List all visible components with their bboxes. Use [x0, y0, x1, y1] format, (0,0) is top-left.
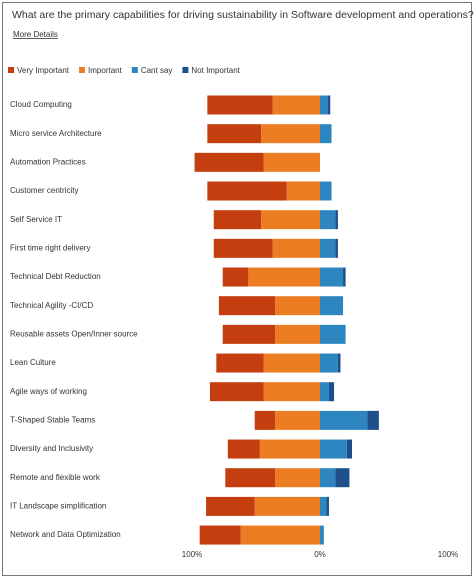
bar-segment — [218, 296, 276, 316]
category-label: IT Landscape simplification — [10, 501, 106, 510]
category-label: Technical Debt Reduction — [10, 272, 101, 281]
category-label: Network and Data Optimization — [10, 530, 121, 539]
chart-title: What are the primary capabilities for dr… — [12, 9, 474, 21]
bar-segment — [327, 95, 331, 115]
bar-segment — [213, 210, 262, 230]
bar-segment — [286, 181, 320, 201]
x-tick-label: 100% — [438, 550, 458, 559]
bar-segment — [225, 468, 276, 488]
bar-segment — [320, 410, 368, 430]
category-label: Agile ways of working — [10, 387, 87, 396]
bar-segment — [343, 267, 346, 287]
category-label: Customer centricity — [10, 186, 78, 195]
bar-segment — [320, 124, 332, 144]
bar-segment — [275, 296, 320, 316]
bar-segment — [248, 267, 320, 287]
bar-segment — [216, 353, 264, 373]
category-label: T-Shaped Stable Teams — [10, 415, 95, 424]
more-details-link[interactable]: More Details — [13, 30, 58, 39]
category-label: First time right delivery — [10, 243, 90, 252]
bar-segment — [213, 238, 273, 258]
bar-segment — [320, 238, 336, 258]
bar-segment — [206, 496, 255, 516]
bar-segment — [207, 124, 262, 144]
bar-segment — [320, 525, 324, 545]
x-tick-label: 100% — [182, 550, 202, 559]
bar-segment — [320, 496, 327, 516]
category-label: Lean Culture — [10, 358, 56, 367]
bar-segment — [263, 382, 320, 402]
bar-segment — [367, 410, 379, 430]
bar-segment — [335, 468, 350, 488]
category-label: Automation Practices — [10, 157, 86, 166]
category-label: Reusable assets Open/Inner source — [10, 329, 138, 338]
legend-label: Very Important — [17, 66, 70, 75]
bar-segment — [320, 210, 336, 230]
category-label: Technical Agility -CI/CD — [10, 301, 93, 310]
category-label: Micro service Architecture — [10, 129, 102, 138]
bar-segment — [209, 382, 264, 402]
bar-segment — [254, 496, 320, 516]
bar-segment — [263, 152, 320, 172]
bar-segment — [207, 181, 287, 201]
bar-segment — [222, 267, 249, 287]
bar-segment — [320, 267, 344, 287]
category-label: Self Service IT — [10, 215, 62, 224]
legend-swatch — [131, 67, 138, 73]
legend-swatch — [8, 67, 14, 73]
legend-swatch — [182, 67, 189, 73]
bar-segment — [320, 95, 328, 115]
category-label: Remote and flexible work — [10, 473, 101, 482]
bar-segment — [275, 324, 320, 344]
bar-segment — [275, 468, 320, 488]
bar-segment — [320, 439, 347, 459]
bar-segment — [326, 496, 329, 516]
bar-segment — [222, 324, 276, 344]
bar-segment — [320, 382, 329, 402]
bar-segment — [194, 152, 264, 172]
bar-segment — [346, 439, 352, 459]
legend-swatch — [79, 67, 86, 73]
bar-segment — [263, 353, 320, 373]
bar-segment — [272, 238, 320, 258]
bar-segment — [320, 324, 346, 344]
bar-segment — [272, 95, 320, 115]
bar-segment — [320, 468, 336, 488]
bar-segment — [240, 525, 320, 545]
bar-segment — [261, 210, 320, 230]
bar-segment — [199, 525, 241, 545]
legend-label: Not Important — [191, 66, 240, 75]
bar-segment — [320, 296, 344, 316]
bar-segment — [254, 410, 276, 430]
x-tick-label: 0% — [314, 550, 326, 559]
bar-segment — [335, 210, 338, 230]
bar-segment — [335, 238, 338, 258]
bar-segment — [337, 353, 341, 373]
bar-segment — [320, 181, 332, 201]
bar-segment — [320, 353, 338, 373]
bar-segment — [261, 124, 320, 144]
bar-segment — [227, 439, 260, 459]
category-label: Cloud Computing — [10, 100, 72, 109]
category-label: Diversity and Inclusivity — [10, 444, 93, 453]
bar-segment — [275, 410, 320, 430]
bar-segment — [207, 95, 273, 115]
legend-label: Important — [88, 66, 123, 75]
bar-segment — [328, 382, 335, 402]
legend-label: Cant say — [141, 66, 173, 75]
bar-segment — [259, 439, 320, 459]
